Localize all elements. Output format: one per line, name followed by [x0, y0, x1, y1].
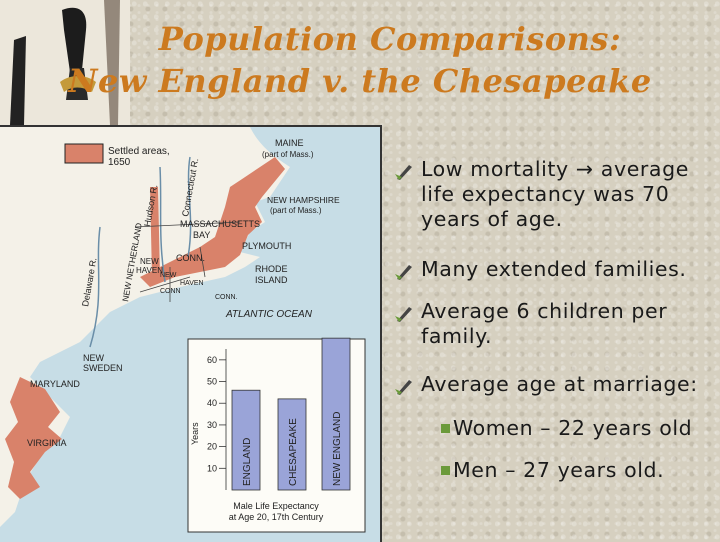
- chart-y-tick-label: 50: [207, 377, 217, 387]
- bullet-text: Low mortality → average life expectancy …: [421, 157, 689, 231]
- chart-bar: [277, 398, 307, 491]
- label-massachusetts: MASSACHUSETTS: [180, 219, 260, 229]
- landmass: [0, 127, 290, 527]
- square-bullet-icon: [441, 424, 450, 433]
- label-plymouth: PLYMOUTH: [242, 241, 291, 251]
- colonial-settlement-map: Settled areas, 1650 MAINE (part of Mass.…: [0, 125, 382, 542]
- label-conn: CONN.: [176, 253, 205, 263]
- chart-y-tick-label: 60: [207, 355, 217, 365]
- chart-y-tick-label: 30: [207, 420, 217, 430]
- label-new-sweden: NEW: [83, 353, 105, 363]
- label-maine: MAINE: [275, 138, 304, 148]
- delaware-river: [89, 226, 101, 348]
- hudson-river: [159, 166, 166, 283]
- chart-bar-label: NEW ENGLAND: [332, 412, 343, 486]
- bullet-text: Many extended families.: [421, 257, 687, 281]
- chart-y-tick-label: 40: [207, 398, 217, 408]
- sub-bullet-text: Men – 27 years old.: [453, 458, 665, 482]
- life-expectancy-chart: Years 10 20 30 40 50 60 ENGLAND CHESAPEAKE NEW …: [187, 337, 366, 533]
- sub-bullet-text: Women – 22 years old: [453, 416, 693, 440]
- bullet-text: Average 6 children per family.: [421, 299, 668, 348]
- label-new-sweden-2: SWEDEN: [83, 363, 123, 373]
- quill-ink-illustration: [0, 0, 130, 125]
- label-new-haven-conn-2: CONN: [160, 288, 181, 295]
- label-bay: BAY: [193, 230, 210, 240]
- label-atlantic-ocean: ATLANTIC OCEAN: [225, 309, 313, 320]
- settled-hudson: [150, 187, 160, 277]
- settled-new-england: [140, 157, 285, 287]
- bullet-text: Average age at marriage:: [421, 372, 698, 396]
- chart-y-tick-label: 20: [207, 442, 217, 452]
- chart-caption-line-1: Male Life Expectancy: [233, 501, 319, 511]
- label-virginia: VIRGINIA: [27, 438, 67, 448]
- legend-label: Settled areas,: [108, 146, 170, 157]
- chart-bar-label: CHESAPEAKE: [288, 418, 299, 486]
- label-maryland: MARYLAND: [30, 379, 80, 389]
- quill-bullet-icon: [395, 307, 412, 322]
- legend-year: 1650: [108, 157, 131, 168]
- quill-bullet-icon: [395, 165, 412, 180]
- label-new-hampshire: NEW HAMPSHIRE: [267, 195, 340, 205]
- label-new-haven-2: HAVEN: [136, 266, 163, 275]
- connecticut-river: [187, 156, 192, 258]
- page-title-line-1: Population Comparisons:: [158, 20, 622, 58]
- chart-caption-line-2: at Age 20, 17th Century: [229, 512, 324, 522]
- chart-y-tick-label: 10: [207, 463, 217, 473]
- quill-bullet-icon: [395, 380, 412, 395]
- legend-swatch: [64, 143, 104, 164]
- label-maine-sub: (part of Mass.): [262, 150, 314, 159]
- settled-chesapeake: [5, 377, 62, 499]
- quill-bullet-icon: [395, 265, 412, 280]
- chart-bar-label: ENGLAND: [242, 438, 253, 486]
- label-new-haven-conn: NEW: [160, 272, 177, 279]
- page-title-line-2: New England v. the Chesapeake: [68, 62, 652, 100]
- label-new-hampshire-sub: (part of Mass.): [270, 206, 322, 215]
- chart-y-axis-label: Years: [190, 422, 200, 445]
- sub-bullet-item: Women – 22 years old: [441, 416, 693, 441]
- chart-bar: [321, 337, 351, 491]
- square-bullet-icon: [441, 466, 450, 475]
- label-new-haven: NEW: [140, 257, 159, 266]
- chart-bar: [231, 389, 261, 491]
- sub-bullet-item: Men – 27 years old.: [441, 458, 665, 483]
- label-conn-2: CONN.: [215, 294, 238, 301]
- label-new-haven-conn-3: HAVEN: [180, 280, 204, 287]
- label-rhode-island: RHODE: [255, 264, 288, 274]
- label-rhode-island-2: ISLAND: [255, 275, 288, 285]
